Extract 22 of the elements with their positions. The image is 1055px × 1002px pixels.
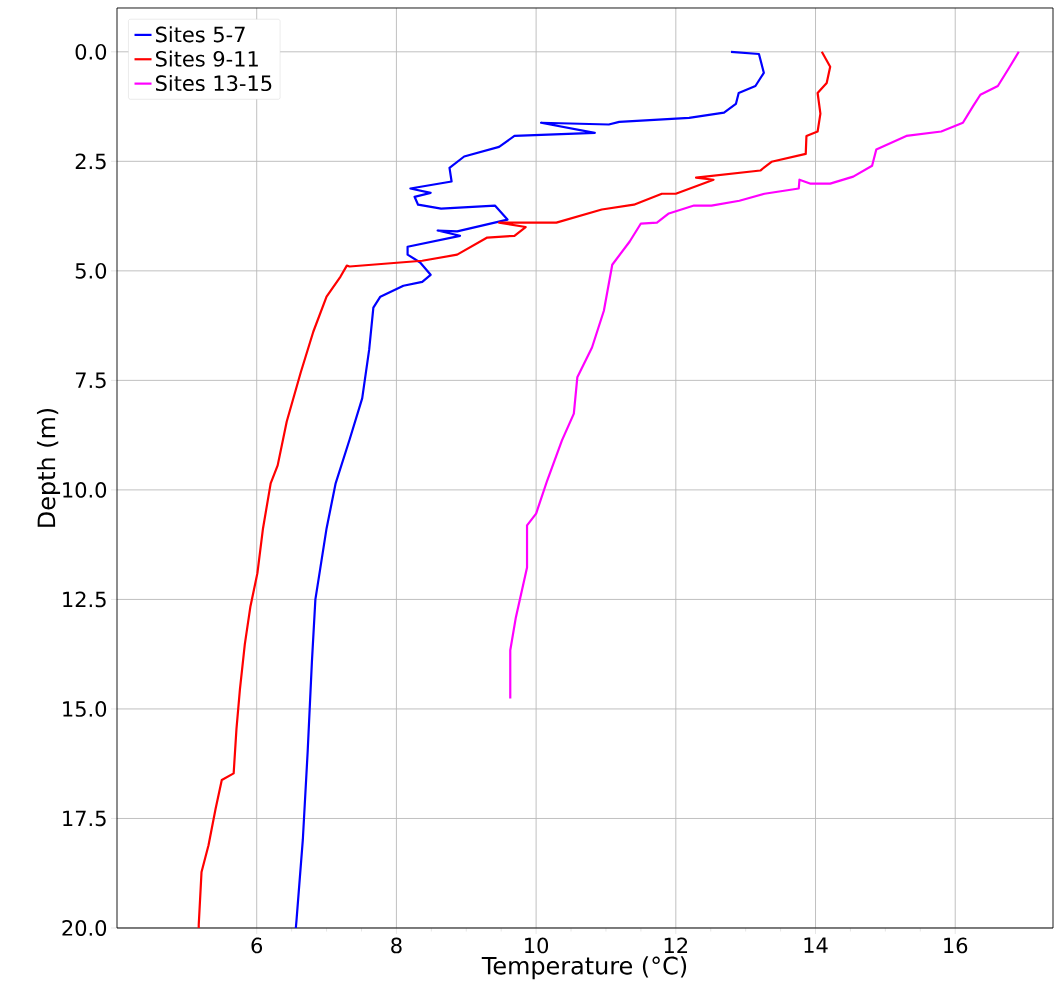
x-tick-label: 12 bbox=[664, 937, 688, 954]
y-tick-label: 10.0 bbox=[63, 481, 107, 498]
legend-label: Sites 9-11 bbox=[155, 50, 258, 67]
y-tick-label: 15.0 bbox=[63, 701, 107, 717]
legend-label: Sites 13-15 bbox=[155, 74, 272, 92]
y-tick-label: 7.5 bbox=[75, 372, 106, 389]
y-axis-title: Depth (m) bbox=[36, 408, 61, 527]
x-tick-label: 10 bbox=[525, 937, 549, 954]
y-tick-label: 5.0 bbox=[75, 262, 107, 279]
y-tick-label: 17.5 bbox=[63, 810, 106, 827]
line-series bbox=[509, 50, 1020, 700]
line-series bbox=[294, 50, 765, 928]
y-tick-label: 12.5 bbox=[63, 591, 106, 608]
legend-label: Sites 5-7 bbox=[155, 26, 245, 43]
y-tick-label: 0.0 bbox=[75, 43, 107, 60]
x-tick-label: 8 bbox=[391, 937, 402, 954]
x-axis-title: Temperature (°C) bbox=[481, 956, 687, 980]
x-tick-label: 16 bbox=[944, 937, 968, 954]
x-tick-label: 6 bbox=[251, 937, 263, 954]
x-tick-label: 14 bbox=[804, 937, 828, 953]
y-tick-label: 2.5 bbox=[75, 153, 106, 170]
y-tick-label: 20.0 bbox=[62, 920, 107, 936]
